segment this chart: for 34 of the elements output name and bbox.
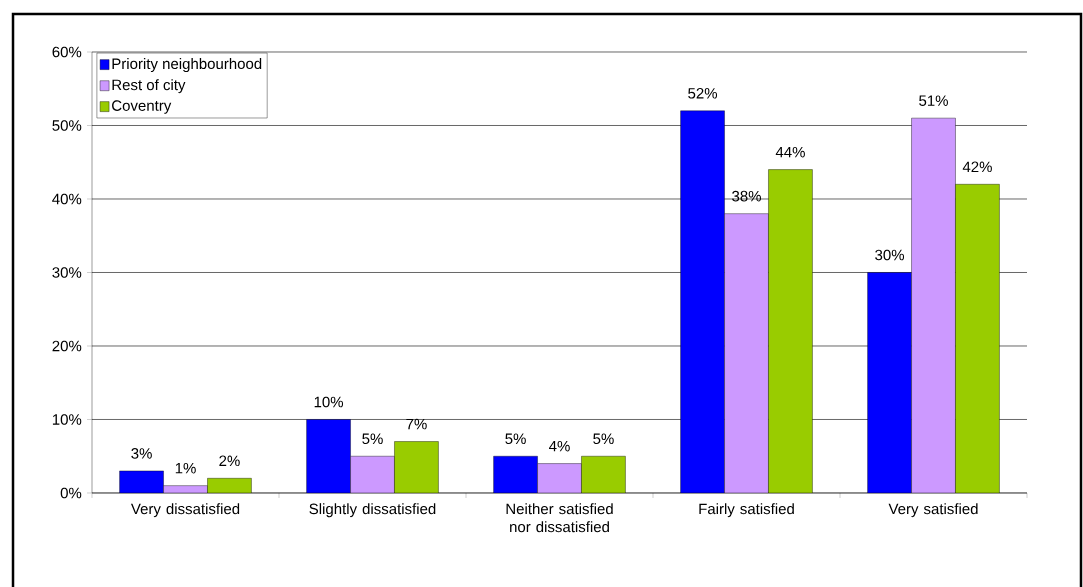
bar xyxy=(350,456,395,493)
y-tick-label: 10% xyxy=(52,414,82,425)
data-label: 10% xyxy=(314,396,344,408)
data-label: 3% xyxy=(131,448,152,459)
y-tick-label: 50% xyxy=(52,120,82,131)
data-label: 2% xyxy=(219,455,240,467)
y-tick-label: 20% xyxy=(52,340,82,352)
data-label: 5% xyxy=(505,433,526,445)
y-tick-label: 60% xyxy=(52,46,82,58)
bar xyxy=(911,117,956,493)
bar xyxy=(537,463,582,493)
data-label: 52% xyxy=(688,87,718,99)
x-tick-label: Fairly satisfied xyxy=(699,503,794,518)
y-tick-label: 0% xyxy=(60,487,82,499)
legend-label: Coventry xyxy=(112,100,172,114)
legend-label: Priority neighbourhood xyxy=(112,58,262,73)
data-label: 5% xyxy=(362,433,383,445)
data-label: 1% xyxy=(175,462,196,474)
data-label: 44% xyxy=(775,146,805,158)
legend-label: Rest of city xyxy=(112,79,186,94)
data-label: 5% xyxy=(593,433,614,445)
data-label: 38% xyxy=(732,190,761,202)
data-label: 30% xyxy=(875,249,905,261)
data-label: 42% xyxy=(962,161,992,173)
x-tick-label: Very dissatisfied xyxy=(130,503,240,518)
y-tick-label: 30% xyxy=(52,267,82,278)
y-tick-label: 40% xyxy=(52,193,82,205)
x-tick-label: Slightly dissatisfied xyxy=(309,503,436,518)
data-label: 4% xyxy=(549,440,570,452)
data-label: 7% xyxy=(406,418,427,430)
bar xyxy=(724,213,769,493)
x-tick-label: Neither satisfied nor dissatisfied xyxy=(506,503,613,533)
x-tick-label: Very satisfied xyxy=(888,503,978,518)
data-label: 51% xyxy=(919,95,948,106)
